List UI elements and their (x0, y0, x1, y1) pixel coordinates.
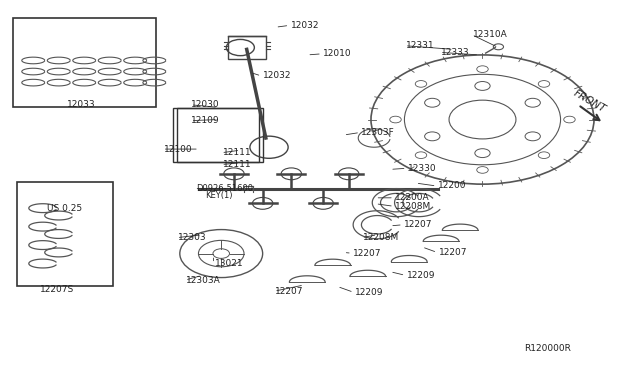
Text: 13021: 13021 (215, 259, 243, 268)
Text: 12207: 12207 (438, 248, 467, 257)
Text: 12303F: 12303F (362, 128, 395, 137)
Text: 12207: 12207 (275, 287, 304, 296)
Text: KEY(1): KEY(1) (205, 192, 233, 201)
Text: 12208M: 12208M (363, 233, 399, 242)
Text: 12207: 12207 (404, 220, 433, 229)
Text: 12200A: 12200A (395, 193, 430, 202)
Bar (228, 36, 266, 59)
Text: 12330: 12330 (408, 164, 436, 173)
Text: FRONT: FRONT (572, 88, 607, 114)
Text: 12303: 12303 (178, 233, 207, 242)
Text: 12207: 12207 (353, 249, 381, 258)
Text: 12032: 12032 (262, 71, 291, 80)
Text: US 0.25: US 0.25 (47, 203, 83, 213)
Bar (17, 182, 113, 286)
Text: 12209: 12209 (355, 288, 383, 297)
Text: 12111: 12111 (223, 160, 251, 169)
Text: 12033: 12033 (67, 100, 95, 109)
Text: 12010: 12010 (323, 49, 352, 58)
Text: 12207S: 12207S (40, 285, 75, 294)
Bar (13, 18, 156, 107)
Text: 12310A: 12310A (473, 30, 508, 39)
Text: 12032: 12032 (291, 21, 320, 30)
Text: 12200: 12200 (438, 182, 467, 190)
Bar (173, 109, 259, 162)
Text: 12208M: 12208M (395, 202, 431, 211)
Text: D0926-51600: D0926-51600 (196, 184, 253, 193)
Text: R120000R: R120000R (524, 344, 571, 353)
Bar (177, 109, 262, 162)
Text: 12209: 12209 (406, 271, 435, 280)
Text: 12333: 12333 (441, 48, 470, 57)
Text: 12030: 12030 (191, 100, 220, 109)
Text: 12109: 12109 (191, 116, 220, 125)
Text: 12100: 12100 (164, 145, 193, 154)
Text: 12303A: 12303A (186, 276, 221, 285)
Text: 12111: 12111 (223, 148, 251, 157)
Text: 12331: 12331 (406, 41, 435, 50)
